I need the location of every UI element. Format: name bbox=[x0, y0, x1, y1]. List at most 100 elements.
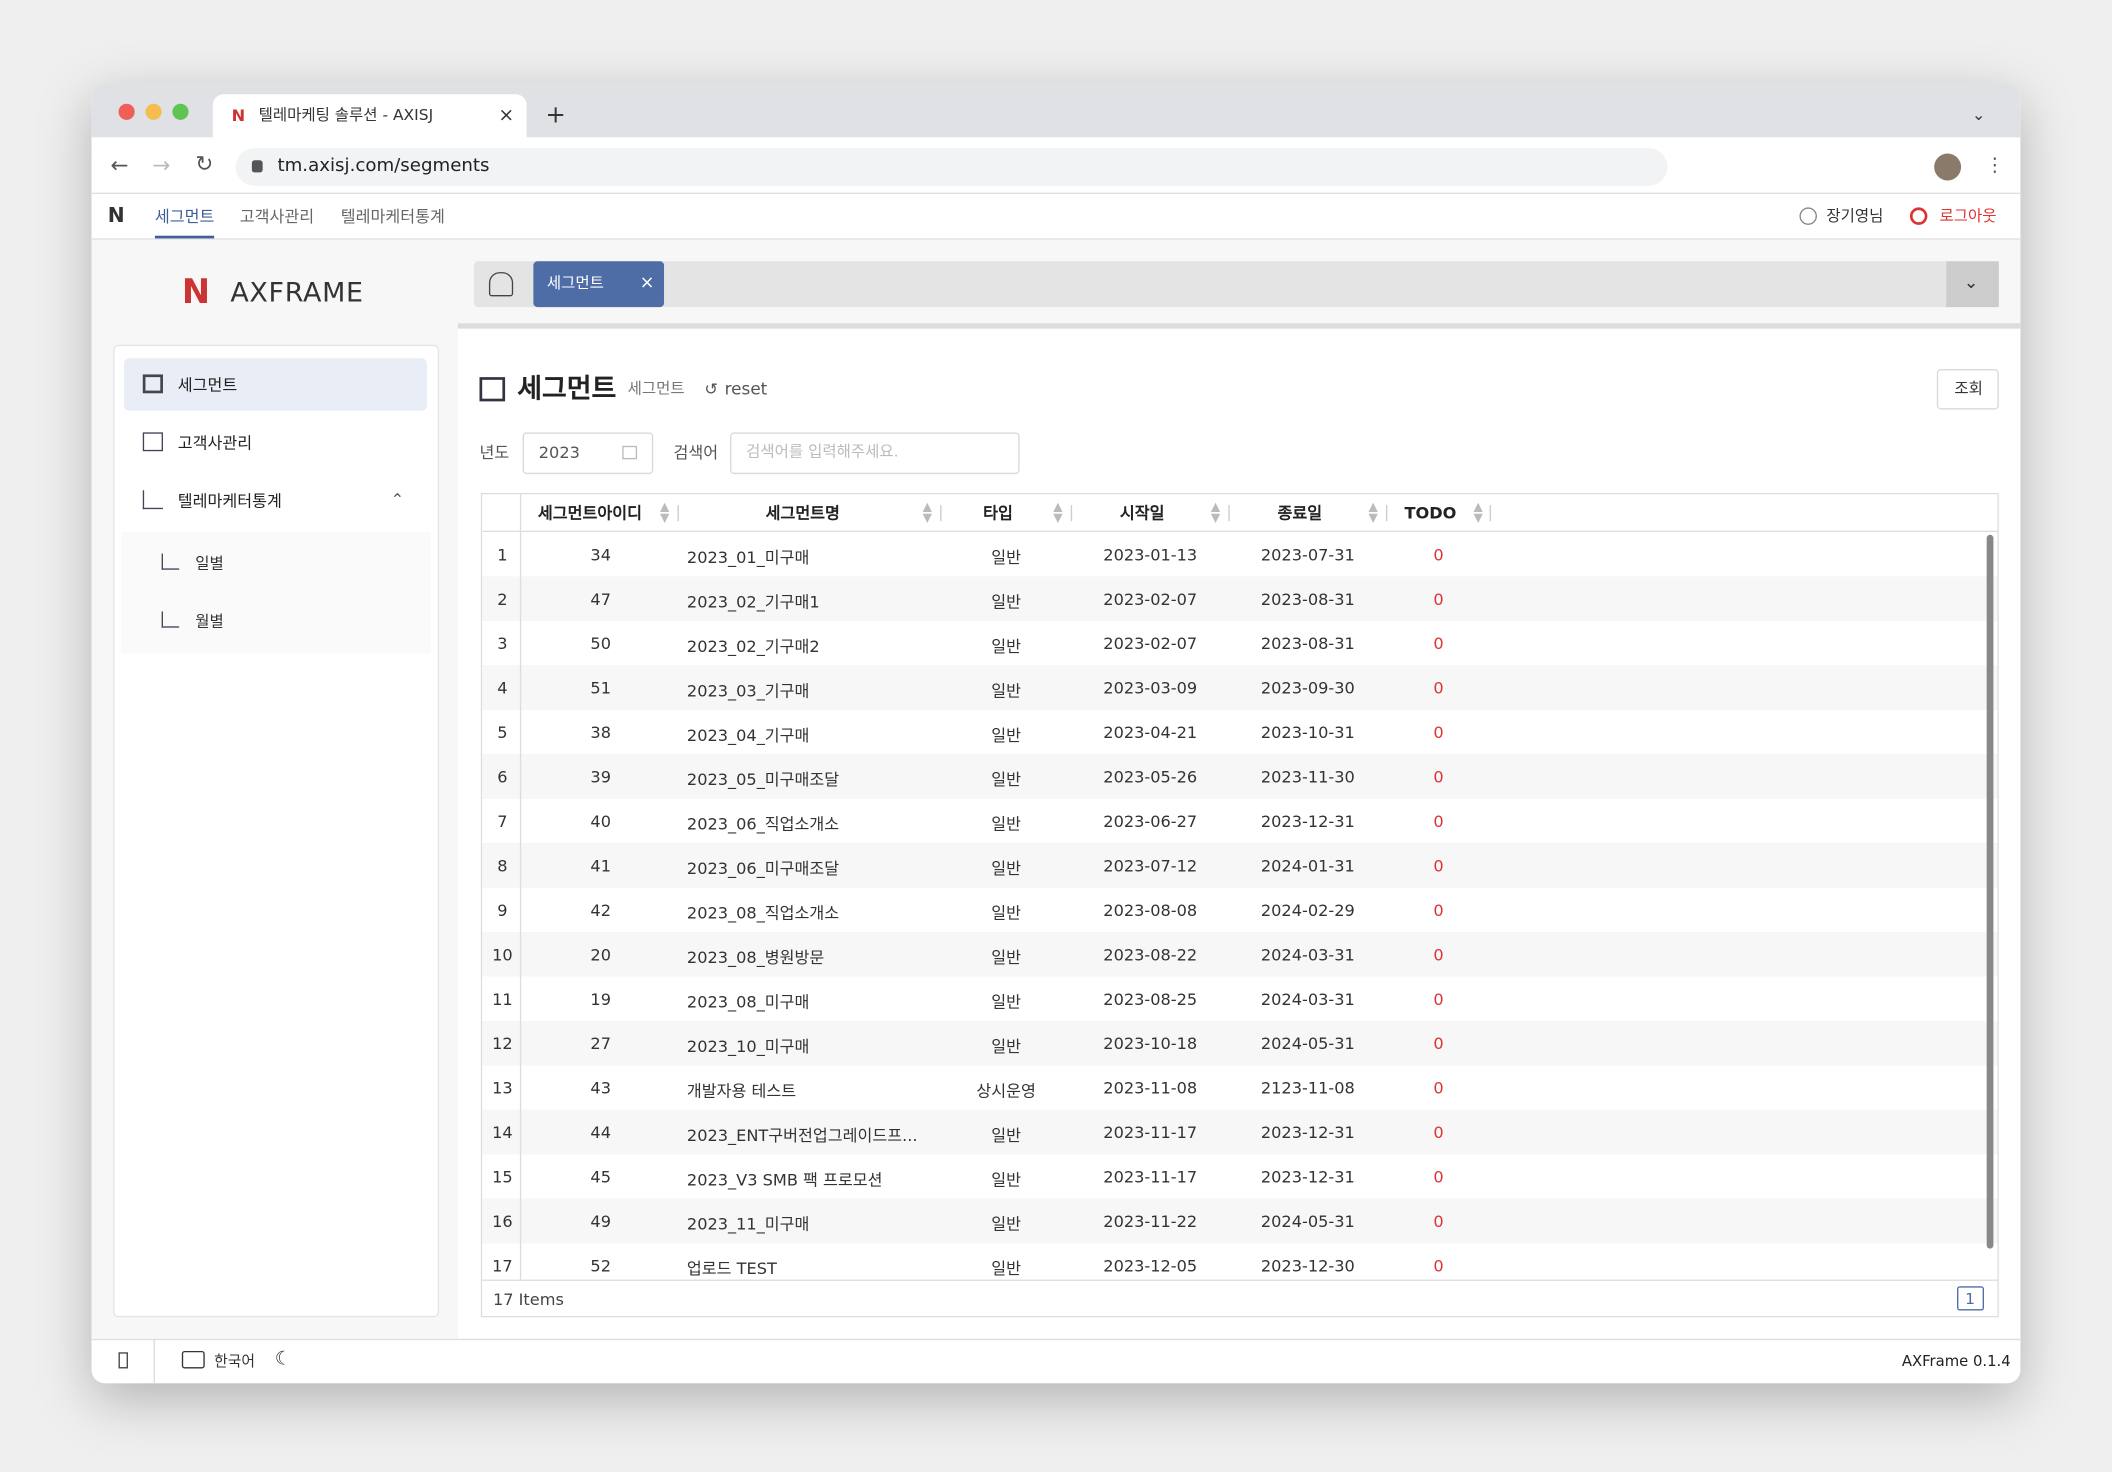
nav-item[interactable]: 텔레마케터통계 bbox=[340, 207, 445, 227]
cell: 2123-11-08 bbox=[1260, 1078, 1355, 1098]
cell: 2023-11-08 bbox=[1103, 1078, 1198, 1098]
cell: 43 bbox=[590, 1078, 612, 1098]
menu-active-bg bbox=[123, 358, 427, 411]
version: AXFrame 0.1.4 bbox=[1901, 1352, 2011, 1370]
cell: 2023-12-30 bbox=[1260, 1256, 1355, 1276]
row-index: 5 bbox=[497, 723, 508, 743]
cell: 일반 bbox=[991, 1170, 1022, 1190]
menu-item[interactable]: 고객사관리 bbox=[177, 433, 253, 453]
row-index: 11 bbox=[492, 989, 513, 1009]
year-input[interactable] bbox=[522, 432, 654, 475]
menu-icon bbox=[142, 432, 163, 452]
page-button[interactable] bbox=[1957, 1286, 1984, 1311]
cell: 0 bbox=[1433, 589, 1444, 609]
cell: 52 bbox=[590, 1256, 612, 1276]
scrollbar[interactable] bbox=[1986, 534, 1994, 1249]
grid-row: 11 19 2023_08_미구매 일반 2023-08-25 2024-03-31 0 bbox=[482, 976, 1998, 1023]
menu-dots[interactable]: ⋮ bbox=[1985, 154, 2005, 177]
grid-row: 17 52 업로드 TEST 일반 2023-12-05 2023-12-30 0 bbox=[482, 1243, 1998, 1280]
close-dot[interactable] bbox=[118, 103, 135, 120]
tab-close[interactable]: × bbox=[639, 273, 655, 294]
cell: 2023_08_병원방문 bbox=[686, 948, 825, 968]
grid-body: 1 34 2023_01_미구매 일반 2023-01-13 2023-07-31 0 2 47… bbox=[482, 532, 1998, 1280]
theme-toggle[interactable]: ☾ bbox=[274, 1348, 292, 1370]
cell: 0 bbox=[1433, 1167, 1444, 1187]
cell: 0 bbox=[1433, 1078, 1444, 1098]
browser-tab[interactable] bbox=[212, 94, 527, 141]
menu-item[interactable]: 텔레마케터통계 bbox=[177, 491, 282, 511]
collapse[interactable]: ⌃ bbox=[390, 490, 405, 510]
grid-row: 12 27 2023_10_미구매 일반 2023-10-18 2024-05-31 0 bbox=[482, 1020, 1998, 1067]
keyword-input[interactable] bbox=[730, 432, 1020, 475]
tab-close[interactable]: × bbox=[498, 105, 515, 127]
min-dot[interactable] bbox=[145, 103, 162, 120]
home-tab[interactable] bbox=[488, 272, 514, 297]
profile[interactable] bbox=[1934, 153, 1962, 181]
cell: 2023-05-26 bbox=[1103, 767, 1198, 787]
url-bar[interactable] bbox=[235, 148, 1668, 186]
submenu-item[interactable]: 월별 bbox=[195, 611, 224, 631]
cell: 2023_11_미구매 bbox=[686, 1214, 810, 1234]
reset[interactable]: reset bbox=[724, 378, 768, 399]
year-label: 년도 bbox=[479, 443, 510, 462]
language[interactable]: 한국어 bbox=[214, 1352, 256, 1370]
tab-dropdown[interactable] bbox=[1946, 261, 1999, 308]
cell: 2023-09-30 bbox=[1260, 678, 1355, 698]
search-button[interactable] bbox=[1936, 369, 1999, 410]
footer bbox=[91, 1338, 2021, 1384]
cell: 일반 bbox=[991, 1037, 1022, 1056]
tab-menu[interactable]: ⌄ bbox=[1971, 105, 1986, 124]
back[interactable]: ← bbox=[110, 152, 129, 178]
nav-underline bbox=[154, 235, 215, 239]
cell: 2023-02-07 bbox=[1103, 589, 1198, 609]
cell: 2023-01-13 bbox=[1103, 545, 1198, 565]
brand-mark: N bbox=[181, 272, 211, 312]
browser-window: N 텔레마케팅 솔루션 - AXISJ × + ⌄ ← → ↻ tm.axisj… bbox=[91, 83, 2021, 1384]
cell: 38 bbox=[590, 723, 612, 743]
cell: 2023-07-31 bbox=[1260, 545, 1355, 565]
cell: 0 bbox=[1433, 1256, 1444, 1276]
cell: 2023-08-08 bbox=[1103, 901, 1198, 920]
user-name[interactable]: 장기영님 bbox=[1826, 206, 1884, 225]
cell: 2023_V3 SMB 팩 프로모션 bbox=[686, 1170, 883, 1190]
menu-icon bbox=[142, 490, 163, 510]
cell: 일반 bbox=[991, 725, 1022, 745]
cell: 2023_06_직업소개소 bbox=[686, 814, 840, 834]
cell: 2023_01_미구매 bbox=[686, 548, 810, 568]
cell: 일반 bbox=[991, 548, 1022, 568]
cell: 2023-03-09 bbox=[1103, 678, 1198, 698]
menu-icon bbox=[161, 611, 180, 628]
cell: 2023-02-07 bbox=[1103, 634, 1198, 654]
sort-icon: ▲ ▼ bbox=[1053, 501, 1063, 526]
forward[interactable]: → bbox=[152, 152, 171, 178]
cell: 34 bbox=[590, 545, 612, 565]
grid-row: 5 38 2023_04_기구매 일반 2023-04-21 2023-10-31 0 bbox=[482, 709, 1998, 756]
page-title: 세그먼트 bbox=[517, 371, 617, 405]
new-tab[interactable]: + bbox=[545, 101, 566, 130]
cell: 41 bbox=[590, 856, 612, 876]
cell: 0 bbox=[1433, 989, 1444, 1009]
cell: 2023_10_미구매 bbox=[686, 1037, 810, 1056]
cell: 2023-08-31 bbox=[1260, 589, 1355, 609]
header-separator bbox=[1385, 505, 1388, 522]
user-icon bbox=[1799, 207, 1817, 225]
logout[interactable]: 로그아웃 bbox=[1939, 206, 1997, 225]
submenu-item[interactable]: 일별 bbox=[195, 553, 224, 573]
menu-item[interactable]: 세그먼트 bbox=[177, 375, 238, 395]
nav-item[interactable]: 고객사관리 bbox=[239, 207, 315, 227]
max-dot[interactable] bbox=[172, 103, 189, 120]
sort-icon: ▲ ▼ bbox=[659, 501, 670, 526]
menu-icon bbox=[161, 553, 180, 570]
keyword-placeholder: 검색어를 입력해주세요. bbox=[746, 441, 899, 461]
cell: 2023_04_기구매 bbox=[686, 725, 810, 745]
active-tab[interactable] bbox=[533, 261, 665, 308]
cell: 2023_03_기구매 bbox=[686, 681, 810, 701]
cell: 일반 bbox=[991, 948, 1022, 968]
language-icon bbox=[181, 1350, 205, 1369]
reload[interactable]: ↻ bbox=[195, 150, 214, 177]
row-index: 13 bbox=[492, 1078, 513, 1098]
nav-item[interactable]: 세그먼트 bbox=[154, 207, 215, 227]
cell: 45 bbox=[590, 1167, 612, 1187]
cell: 44 bbox=[590, 1123, 612, 1143]
sidebar-toggle[interactable] bbox=[118, 1352, 128, 1369]
